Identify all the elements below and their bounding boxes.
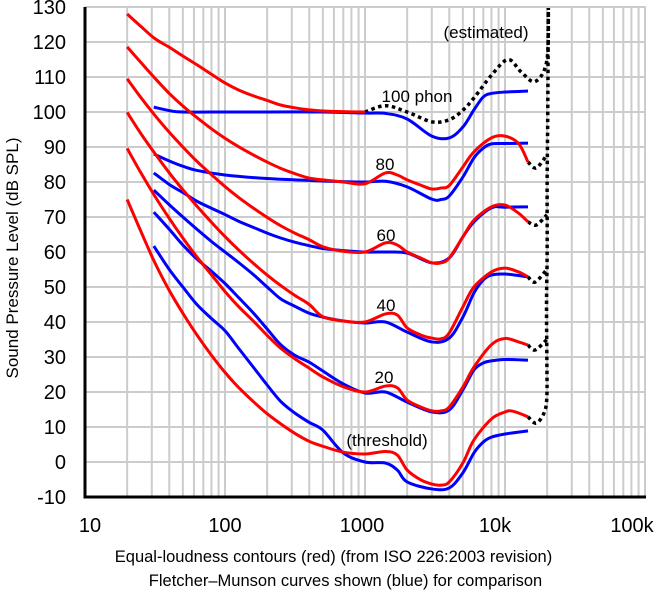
y-tick-label: 110: [34, 67, 66, 89]
iso-226-curve-1: [126, 45, 530, 191]
y-tick-label: 80: [44, 172, 66, 194]
y-tick-label: -10: [37, 487, 66, 509]
estimated-curve-1: [526, 153, 549, 170]
y-tick-label: 30: [44, 347, 66, 369]
x-tick-label: 100: [208, 515, 241, 537]
contour-label: 20: [375, 368, 394, 387]
estimated-curve-3: [526, 268, 549, 284]
y-tick-label: 90: [44, 137, 66, 159]
estimated-curve-5: [526, 6, 551, 425]
fletcher-munson-curve-1: [153, 141, 529, 202]
contour-label: 40: [377, 296, 396, 315]
labels: 100 phon80604020(threshold)1301201101009…: [33, 0, 655, 537]
y-tick-label: 120: [33, 32, 66, 54]
y-tick-label: 70: [44, 207, 66, 229]
iso-226-curve-0: [126, 12, 366, 114]
y-tick-label: 0: [55, 452, 66, 474]
annotation-estimated: (estimated): [443, 23, 528, 42]
x-tick-label: 1000: [340, 515, 385, 537]
iso-226-curve-3: [125, 111, 529, 341]
x-tick-label: 10: [79, 515, 101, 537]
iso-226-curve-2: [125, 77, 530, 265]
iso-226-curve-5: [125, 198, 529, 487]
contour-label: 80: [376, 155, 395, 174]
contour-label: 60: [377, 226, 396, 245]
caption-line-2: Fletcher–Munson curves shown (blue) for …: [148, 572, 543, 590]
y-axis-label: Sound Pressure Level (dB SPL): [3, 138, 22, 379]
y-tick-label: 60: [44, 242, 66, 264]
y-tick-label: 40: [44, 312, 66, 334]
estimated-curve-2: [527, 213, 549, 228]
x-tick-label: 10k: [479, 515, 512, 537]
contour-label: 100 phon: [382, 87, 453, 106]
estimated-curve-4: [526, 338, 549, 352]
equal-loudness-chart: 100 phon80604020(threshold)1301201101009…: [3, 0, 655, 537]
y-tick-label: 130: [33, 0, 66, 19]
estimated-curve-0: [364, 6, 551, 125]
y-tick-label: 10: [44, 417, 66, 439]
curves: [125, 6, 551, 492]
fletcher-munson-curve-0: [153, 89, 529, 141]
axes: [83, 6, 646, 499]
y-tick-label: 50: [44, 277, 66, 299]
caption-line-1: Equal-loudness contours (red) (from ISO …: [114, 548, 553, 566]
x-tick-label: 100k: [610, 515, 654, 537]
contour-label: (threshold): [346, 431, 427, 450]
fletcher-munson-curve-5: [152, 245, 529, 492]
y-tick-label: 100: [33, 102, 66, 124]
iso-226-curve-4: [125, 147, 529, 413]
fletcher-munson-curve-4: [152, 211, 529, 415]
y-tick-label: 20: [44, 382, 66, 404]
